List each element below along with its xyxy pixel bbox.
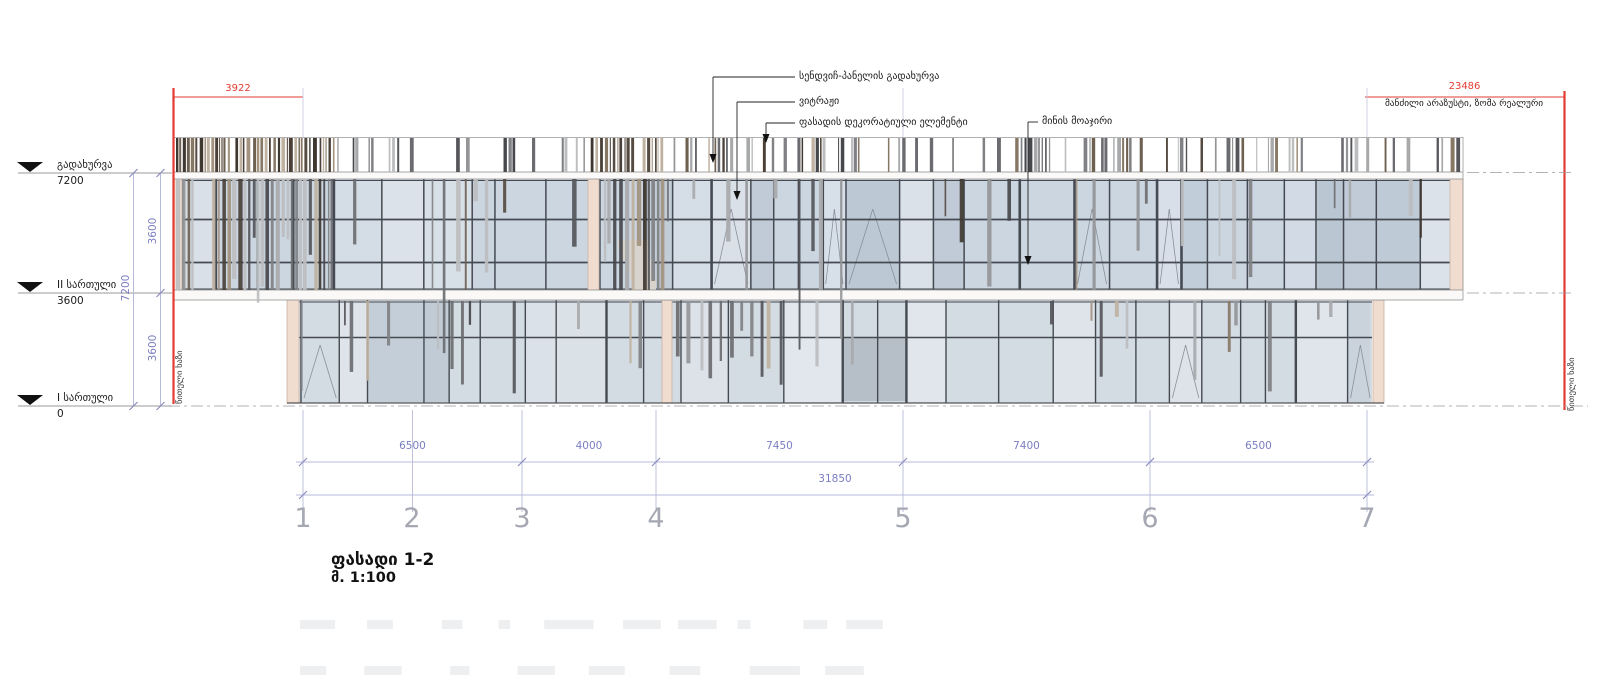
level-marker-icon <box>17 162 43 172</box>
drawing-scale: მ. 1:100 <box>331 570 396 586</box>
red-dim-left-value: 3922 <box>225 83 251 94</box>
grid-number-2: 2 <box>403 503 421 534</box>
red-line-label-left: წითელი ხაზი <box>175 350 185 404</box>
level-marker-icon <box>17 395 43 405</box>
annotation-vitrage-label: ვიტრაჟი <box>799 96 840 107</box>
drawing-title: ფასადი 1-2 <box>331 550 435 570</box>
level-floor2-label: II სართული <box>57 279 117 291</box>
red-dim-right-value: 23486 <box>1448 81 1481 92</box>
leader-arrow-icon <box>762 134 770 143</box>
grid-number-4: 4 <box>647 503 665 534</box>
vdim-upper-3600: 3600 <box>146 217 159 245</box>
leader-arrow-icon <box>1024 256 1032 265</box>
level-roof-value: 7200 <box>57 175 84 187</box>
level-marker-icon <box>17 282 43 292</box>
red-dim-right-note: მანძილი არაზუსტი, ზომა რეალური <box>1384 98 1544 109</box>
grid-number-7: 7 <box>1358 503 1376 534</box>
grid-number-3: 3 <box>513 503 531 534</box>
level-floor2-value: 3600 <box>57 295 84 307</box>
leader-arrow-icon <box>733 191 741 200</box>
grid-number-1: 1 <box>294 503 312 534</box>
grid-number-5: 5 <box>894 503 912 534</box>
hdim-total: 31850 <box>818 473 852 485</box>
grid-number-6: 6 <box>1141 503 1159 534</box>
vdim-overall-7200: 7200 <box>119 274 132 302</box>
annotation-railing-label: მინის მოაჯირი <box>1042 116 1113 127</box>
hdim-seg-2: 4000 <box>575 440 603 452</box>
leader-arrow-icon <box>709 154 717 163</box>
hdim-seg-3: 7450 <box>766 440 793 452</box>
red-line-label-right: წითელი ხაზი <box>1567 357 1577 411</box>
annotation-decorative-label: ფასადის დეკორატიული ელემენტი <box>799 117 968 128</box>
hdim-seg-4: 7400 <box>1013 440 1040 452</box>
vdim-lower-3600: 3600 <box>146 334 159 362</box>
hdim-seg-5: 6500 <box>1245 440 1272 452</box>
hdim-seg-1: 6500 <box>399 440 426 452</box>
annotation-roof-label: სენდვიჩ-პანელის გადახურვა <box>799 71 940 82</box>
level-floor1-label: I სართული <box>57 392 114 404</box>
level-floor1-value: 0 <box>57 408 64 420</box>
level-roof-label: გადახურვა <box>57 159 113 171</box>
